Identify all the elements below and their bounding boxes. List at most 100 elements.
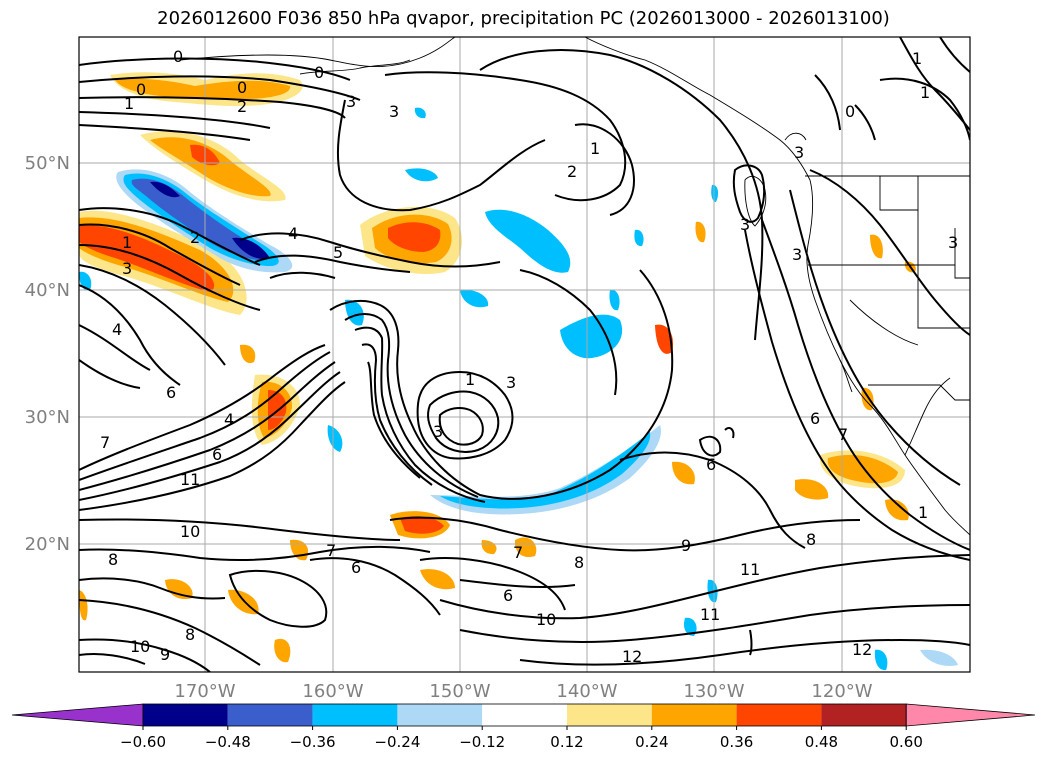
colorbar: −0.60 −0.48 −0.36 −0.24 −0.12 0.12 0.24 0.36 0.4…: [11, 703, 1036, 751]
contour-label: 6: [212, 445, 222, 464]
precip-area: [885, 499, 909, 521]
contour-label: 7: [100, 433, 110, 452]
precip-area: [485, 209, 571, 273]
colorbar-tick-label: −0.36: [290, 733, 336, 751]
contour-label: 5: [333, 243, 343, 262]
precip-area: [131, 178, 264, 260]
colorbar-segment: [397, 704, 483, 726]
lon-label: 170°W: [174, 681, 235, 702]
precip-area: [240, 344, 256, 364]
colorbar-segment: [736, 704, 822, 726]
contour-label: 10: [180, 522, 200, 541]
colorbar-extend-low: [11, 703, 144, 727]
colorbar-segment: [567, 704, 652, 726]
contour-label: 10: [536, 610, 556, 629]
precip-area: [514, 537, 537, 558]
lat-label: 20°N: [25, 534, 70, 555]
contour-label: 11: [740, 560, 760, 579]
contour-label: 1: [912, 49, 922, 68]
colorbar-segment: [651, 704, 737, 726]
contour-label: 12: [622, 647, 642, 666]
contour-label: 0: [173, 47, 183, 66]
contour-label: 11: [700, 605, 720, 624]
contour-label: 8: [574, 553, 584, 572]
lon-label: 140°W: [556, 681, 617, 702]
contour-label: 6: [351, 558, 361, 577]
colorbar-tick-label: −0.12: [459, 733, 505, 751]
precip-area: [672, 461, 695, 485]
contour-label: 7: [838, 425, 848, 444]
contour-label: 3: [433, 422, 443, 441]
contour-label: 3: [794, 143, 804, 162]
contour-label: 1: [590, 139, 600, 158]
contour-label: 8: [185, 625, 195, 644]
colorbar-segment: [312, 704, 398, 726]
precip-area: [460, 289, 489, 308]
contour-label: 0: [237, 78, 247, 97]
contour-label: 1: [465, 370, 475, 389]
colorbar-segment: [482, 704, 567, 726]
political-borders: [805, 175, 970, 401]
contour-label: 10: [130, 637, 150, 656]
contour-label: 8: [108, 550, 118, 569]
contour-label: 3: [389, 102, 399, 121]
contour-label: 1: [920, 83, 930, 102]
lon-label: 160°W: [302, 681, 363, 702]
contour-label: 7: [513, 543, 523, 562]
precip-area: [79, 590, 88, 621]
contour-label: 6: [166, 383, 176, 402]
contour-label: 8: [806, 530, 816, 549]
contour-label: 4: [112, 320, 122, 339]
precip-area: [115, 78, 291, 100]
precip-area: [874, 649, 888, 671]
precip-area: [400, 516, 444, 534]
precip-area: [695, 221, 706, 243]
precip-area: [870, 234, 883, 259]
precip-area: [920, 649, 958, 666]
contour-label: 3: [122, 259, 132, 278]
precip-area: [327, 425, 343, 452]
contour-label: 7: [326, 541, 336, 560]
latitude-axis: 50°N 40°N 30°N 20°N: [25, 153, 70, 555]
lat-label: 30°N: [25, 407, 70, 428]
contour-label: 3: [506, 373, 516, 392]
precip-area: [560, 314, 623, 359]
contour-label: 2: [237, 97, 247, 116]
colorbar-tick-label: 0.48: [805, 733, 838, 751]
precip-area: [481, 540, 497, 555]
contour-label: 1: [122, 233, 132, 252]
lon-label: 150°W: [429, 681, 490, 702]
contour-label: 0: [845, 102, 855, 121]
colorbar-segment: [143, 704, 228, 726]
contour-label: 3: [740, 215, 750, 234]
precip-shading-negative: [79, 107, 958, 671]
contour-label: 4: [288, 224, 298, 243]
contour-label: 11: [180, 470, 200, 489]
precip-area: [634, 229, 644, 247]
colorbar-tick-label: −0.24: [374, 733, 420, 751]
precip-area: [274, 638, 291, 663]
contour-label: 4: [224, 410, 234, 429]
colorbar-tick-label: 0.12: [550, 733, 583, 751]
contour-label: 3: [948, 233, 958, 252]
precip-area: [609, 289, 620, 311]
contour-label: 9: [681, 536, 691, 555]
contour-label: 2: [567, 162, 577, 181]
map-title: 2026012600 F036 850 hPa qvapor, precipit…: [157, 8, 890, 29]
lon-label: 130°W: [683, 681, 744, 702]
qvapor-contours: [79, 37, 970, 672]
precip-area: [430, 425, 661, 515]
graticule: [79, 37, 970, 672]
contour-labels: 0 0 0 0 1 2 3 3 3 2 1 1 0 3 4 5 1 3 4 6 …: [100, 47, 958, 666]
colorbar-tick-label: 0.36: [720, 733, 753, 751]
precip-area: [711, 184, 719, 202]
contour-label: 0: [136, 80, 146, 99]
precip-area: [414, 107, 426, 119]
contour-label: 6: [810, 409, 820, 428]
precip-area: [795, 479, 829, 500]
colorbar-tick-label: −0.48: [205, 733, 251, 751]
precip-area: [150, 137, 271, 197]
precip-area: [388, 222, 441, 252]
colorbar-tick-label: −0.60: [120, 733, 166, 751]
